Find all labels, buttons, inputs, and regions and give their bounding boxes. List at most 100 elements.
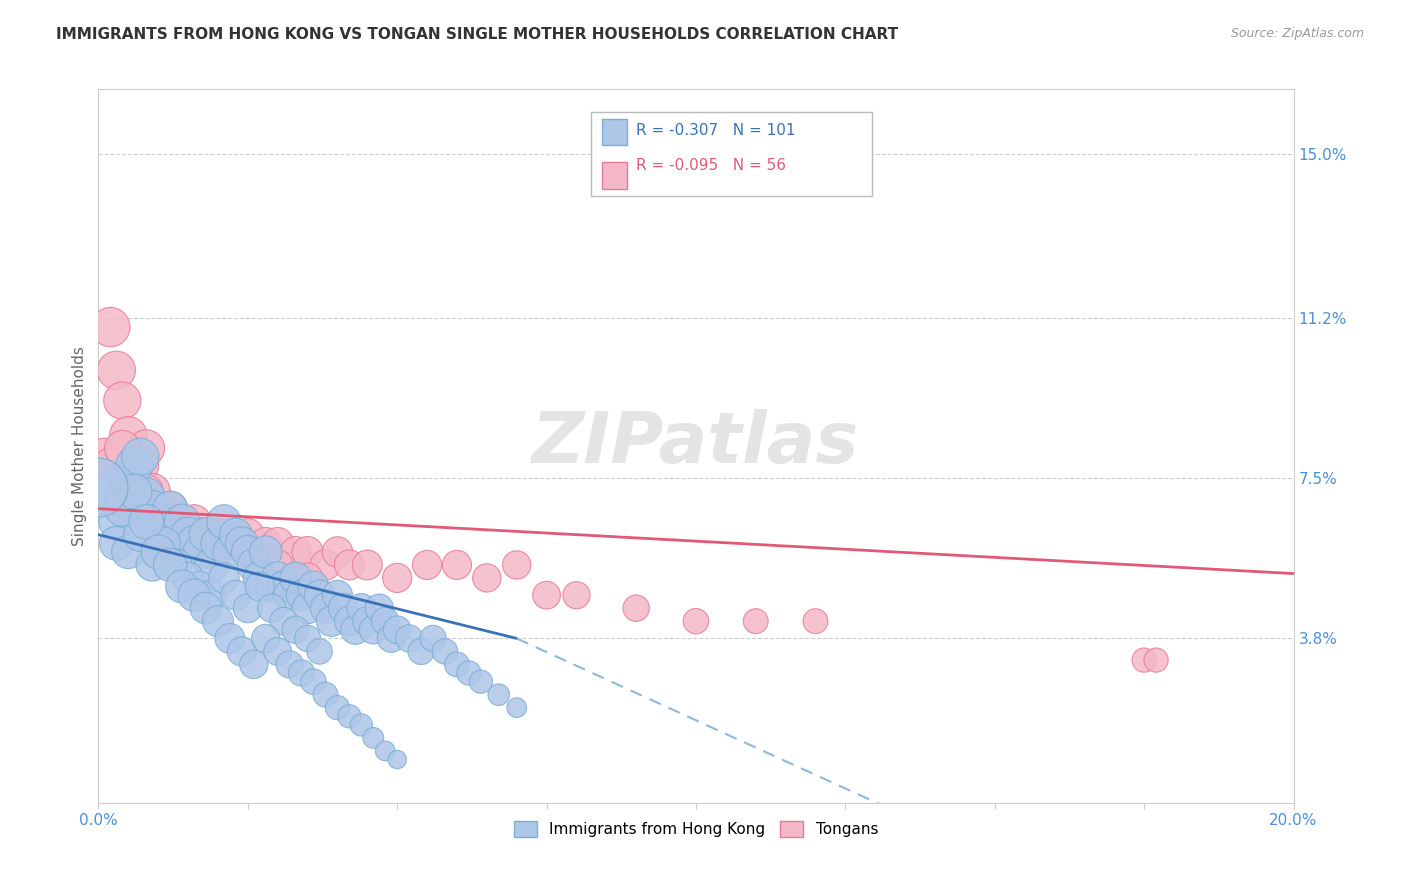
Point <box>135 489 157 503</box>
Point <box>385 753 409 767</box>
Point <box>297 571 319 585</box>
Point <box>374 744 396 758</box>
Point <box>260 601 283 615</box>
Point <box>626 601 648 615</box>
Point <box>254 632 277 646</box>
Point <box>195 601 218 615</box>
Point <box>326 545 349 559</box>
Point <box>339 709 361 723</box>
Point <box>488 688 510 702</box>
Point <box>207 536 229 550</box>
Point <box>225 527 247 541</box>
Point <box>201 536 224 550</box>
Point <box>111 393 134 408</box>
Point <box>236 601 259 615</box>
Point <box>219 632 242 646</box>
Point <box>129 450 152 464</box>
Point <box>172 515 194 529</box>
Point <box>111 441 134 455</box>
Point <box>339 558 361 572</box>
Point <box>148 545 170 559</box>
Point <box>356 558 378 572</box>
Point <box>111 493 134 508</box>
Point <box>177 527 200 541</box>
Point <box>159 558 181 572</box>
Point <box>105 536 128 550</box>
Point <box>422 632 444 646</box>
Point <box>506 700 529 714</box>
Point <box>177 571 200 585</box>
Legend: Immigrants from Hong Kong, Tongans: Immigrants from Hong Kong, Tongans <box>506 814 886 845</box>
Point <box>183 588 205 602</box>
Point <box>434 644 457 658</box>
Point <box>278 588 301 602</box>
Point <box>172 515 194 529</box>
Point <box>212 571 235 585</box>
Point <box>148 515 170 529</box>
Point <box>105 515 128 529</box>
Point <box>267 558 290 572</box>
Point <box>326 588 349 602</box>
Point <box>195 527 218 541</box>
Point <box>159 501 181 516</box>
Point <box>350 601 373 615</box>
Point <box>117 428 139 442</box>
Point <box>380 632 402 646</box>
Point <box>124 471 146 485</box>
Point <box>165 536 187 550</box>
Point <box>236 545 259 559</box>
Point <box>148 536 170 550</box>
Text: ZIPatlas: ZIPatlas <box>533 409 859 478</box>
Point <box>260 580 283 594</box>
Point <box>231 644 253 658</box>
Text: Source: ZipAtlas.com: Source: ZipAtlas.com <box>1230 27 1364 40</box>
Point <box>308 644 330 658</box>
Point <box>141 501 163 516</box>
Point <box>111 501 134 516</box>
Point <box>315 558 337 572</box>
Point <box>321 614 343 628</box>
Point <box>385 571 409 585</box>
Point <box>745 614 768 628</box>
Point <box>159 501 181 516</box>
Point <box>165 558 187 572</box>
Point <box>135 441 157 455</box>
Point <box>368 601 391 615</box>
Point <box>219 545 242 559</box>
Point <box>297 632 319 646</box>
Point <box>1133 653 1156 667</box>
Point <box>117 471 139 485</box>
Point <box>374 614 396 628</box>
Point <box>207 527 229 541</box>
Point <box>201 588 224 602</box>
Point <box>291 588 314 602</box>
Point <box>302 674 325 689</box>
Point <box>297 601 319 615</box>
Point <box>117 545 139 559</box>
Point <box>201 558 224 572</box>
Point <box>363 731 385 745</box>
Point <box>506 558 529 572</box>
Point <box>141 558 163 572</box>
Point <box>135 484 157 499</box>
Point <box>804 614 827 628</box>
Point <box>339 614 361 628</box>
Y-axis label: Single Mother Households: Single Mother Households <box>72 346 87 546</box>
Point <box>385 623 409 637</box>
Point <box>446 657 468 672</box>
Point <box>153 524 176 538</box>
Point <box>315 688 337 702</box>
Point <box>188 545 211 559</box>
Point <box>273 580 295 594</box>
Point <box>207 614 229 628</box>
Point <box>93 450 115 464</box>
Point <box>243 558 266 572</box>
Point <box>129 458 152 473</box>
Point <box>315 601 337 615</box>
Point <box>141 484 163 499</box>
Point <box>231 536 253 550</box>
Point <box>124 501 146 516</box>
Point <box>225 588 247 602</box>
Text: R = -0.095   N = 56: R = -0.095 N = 56 <box>636 159 786 173</box>
Point <box>236 545 259 559</box>
